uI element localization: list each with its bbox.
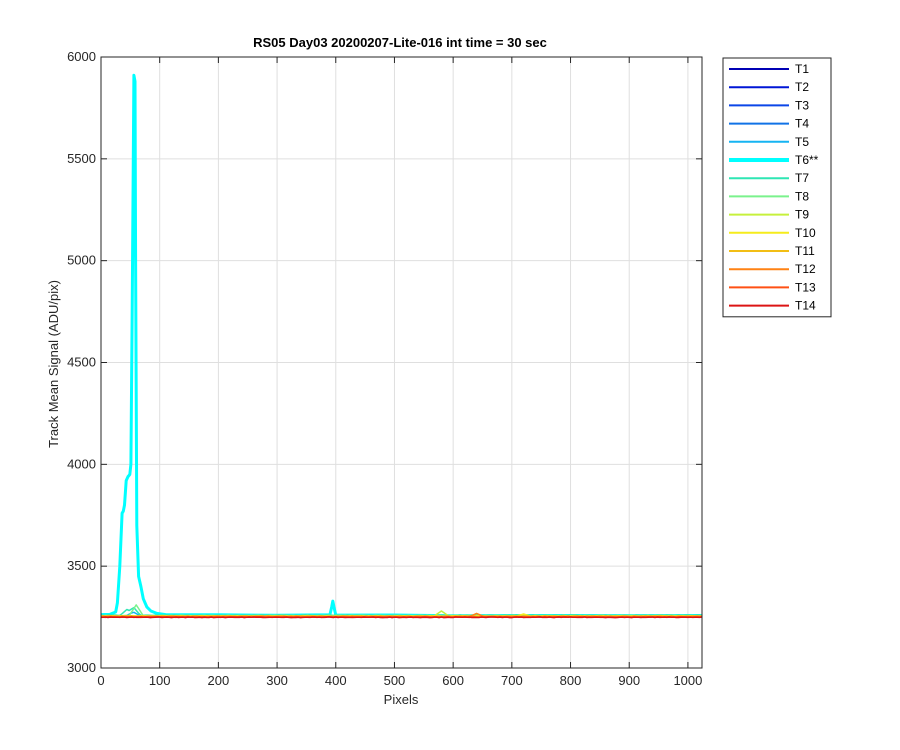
legend-label: T3 (795, 98, 809, 112)
legend-label: T4 (795, 117, 809, 131)
x-tick-label: 600 (442, 673, 464, 688)
series-line-t14 (100, 616, 703, 619)
legend-label: T12 (795, 262, 816, 276)
x-tick-label: 100 (149, 673, 171, 688)
legend-label: T9 (795, 208, 809, 222)
x-tick-label: 0 (97, 673, 104, 688)
x-tick-label: 700 (501, 673, 523, 688)
y-tick-label: 5000 (67, 253, 96, 268)
y-tick-label: 4500 (67, 355, 96, 370)
y-tick-label: 5500 (67, 151, 96, 166)
x-tick-label: 400 (325, 673, 347, 688)
legend-label: T13 (795, 280, 816, 294)
legend-label: T5 (795, 135, 809, 149)
y-axis-title: Track Mean Signal (ADU/pix) (46, 280, 61, 448)
legend-label: T7 (795, 171, 809, 185)
x-tick-label: 800 (560, 673, 582, 688)
x-tick-label: 300 (266, 673, 288, 688)
x-tick-label: 200 (208, 673, 230, 688)
y-tick-label: 3500 (67, 558, 96, 573)
y-tick-label: 4000 (67, 456, 96, 471)
y-tick-label: 3000 (67, 660, 96, 675)
legend-label: T8 (795, 189, 809, 203)
legend-label: T6** (795, 153, 819, 167)
legend: T1 T2 T3 T4 T5 T6** T7 T8 T9 T10 T11 T12 T13 T14 (722, 57, 832, 318)
series-line-t6 (100, 73, 703, 618)
x-tick-label: 900 (618, 673, 640, 688)
plot-area: 0 100 200 300 400 500 600 700 800 900 1000 3000 3500… (67, 49, 703, 688)
legend-label: T1 (795, 62, 809, 76)
y-tick-label: 6000 (67, 49, 96, 64)
legend-label: T14 (795, 299, 816, 313)
legend-label: T2 (795, 80, 809, 94)
x-tick-label: 500 (384, 673, 406, 688)
legend-box (722, 57, 832, 318)
x-tick-label: 1000 (673, 673, 702, 688)
x-axis-title: Pixels (384, 692, 419, 707)
chart-title: RS05 Day03 20200207-Lite-016 int time = … (253, 35, 547, 50)
legend-label: T10 (795, 226, 816, 240)
legend-label: T11 (795, 244, 815, 258)
